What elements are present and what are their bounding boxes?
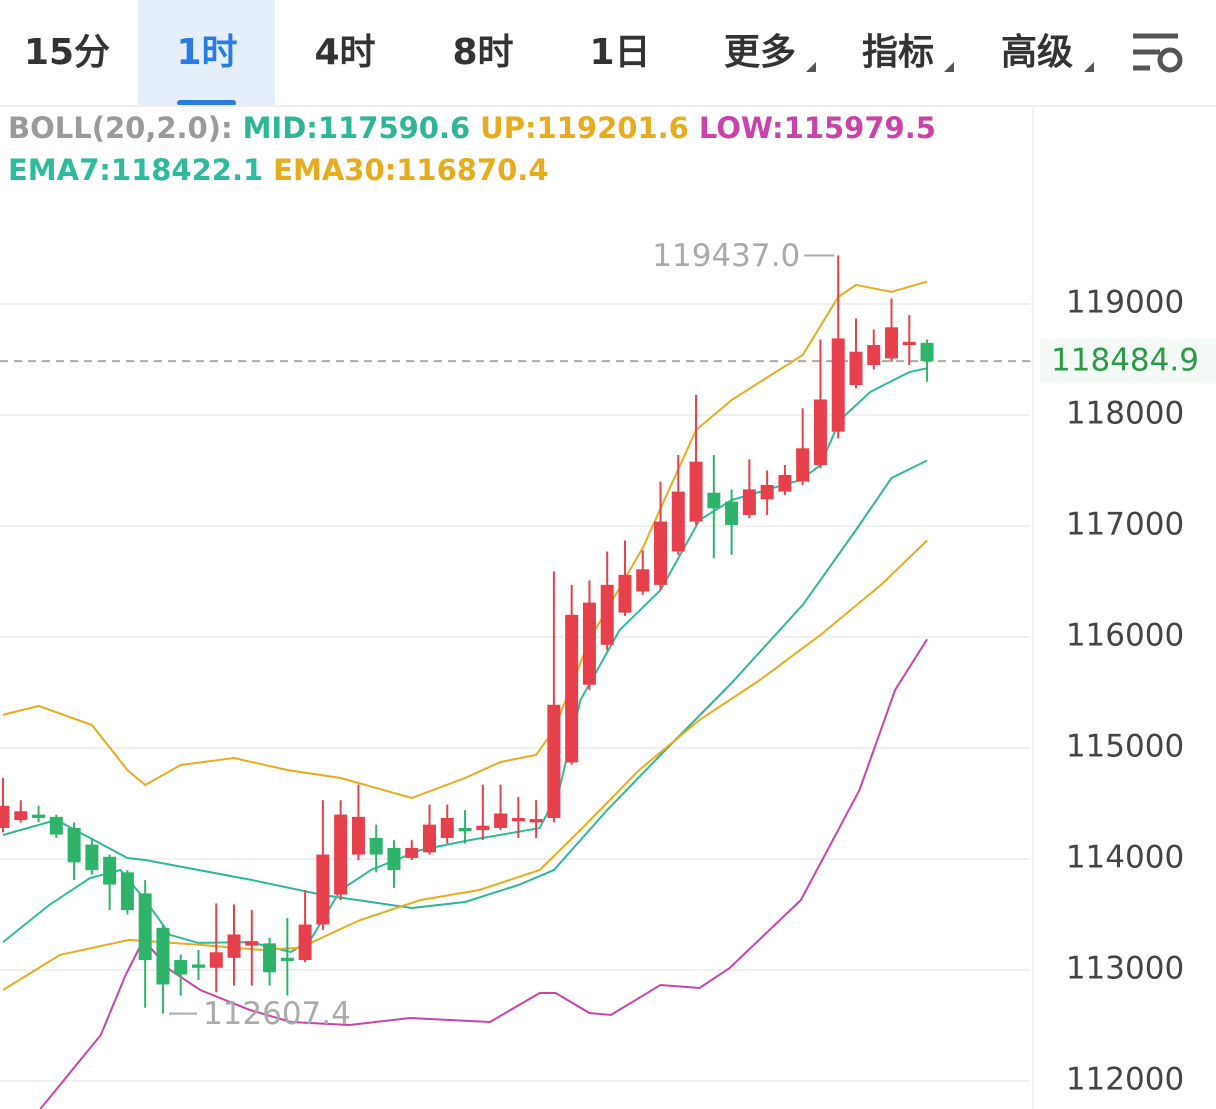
candle-body (334, 814, 348, 895)
legend: EMA7:118422.1 EMA30:116870.4 (8, 153, 549, 187)
legend-value: 116870.4 (396, 153, 548, 187)
candle-body (547, 704, 561, 818)
candle-body (458, 827, 472, 832)
candle-body (156, 927, 170, 985)
candle-body (209, 952, 223, 968)
candle-body (49, 816, 63, 835)
indicator-line (2, 367, 928, 954)
candle-body (263, 943, 277, 973)
legend-value: 119201.6 (537, 111, 689, 145)
candle-body (618, 574, 632, 613)
active-tab-underline (177, 100, 236, 106)
min-marker-label: 112607.4 (203, 996, 351, 1032)
candle-body (14, 811, 28, 821)
legend-name: LOW: (699, 111, 784, 145)
legend-name: EMA7: (8, 153, 111, 187)
y-tick-label: 115000 (1066, 729, 1184, 765)
candle-body (67, 827, 81, 863)
candle-body (529, 819, 543, 823)
indicator-line (39, 638, 928, 1109)
indicator-line (2, 459, 928, 910)
candle-body (494, 813, 508, 828)
candle-body (778, 474, 792, 492)
max-marker-label: 119437.0 (652, 238, 800, 274)
candle-body (707, 492, 721, 509)
indicator-label: BOLL(20,2.0): (8, 111, 233, 145)
y-tick-label: 118000 (1066, 396, 1184, 432)
candle-body (920, 342, 934, 362)
settings-icon[interactable] (1133, 33, 1183, 73)
candle-body (671, 491, 685, 552)
candle-body (760, 484, 774, 500)
candle-body (103, 856, 117, 885)
candle-body (191, 964, 205, 968)
legend-name: UP: (480, 111, 536, 145)
candle-body (742, 489, 756, 515)
y-tick-label: 116000 (1066, 618, 1184, 654)
candle-body (885, 327, 899, 359)
legend-name: MID: (243, 111, 318, 145)
legend-value: 115979.5 (784, 111, 936, 145)
candle-body (654, 521, 668, 585)
candle-body (387, 847, 401, 871)
candle-body (351, 816, 365, 855)
active-tab-bg (138, 0, 275, 105)
tab[interactable]: 4时 (314, 32, 375, 73)
tab[interactable]: 15分 (24, 32, 110, 73)
candle-body (245, 941, 259, 946)
y-tick-label: 112000 (1066, 1062, 1184, 1098)
indicator-line (2, 539, 928, 991)
y-tick-label: 117000 (1066, 507, 1184, 543)
candle-body (227, 934, 241, 958)
candle-body (120, 872, 134, 911)
tab[interactable]: 更多 (724, 32, 796, 73)
candle-body (565, 614, 579, 763)
candle-body (849, 351, 863, 386)
candle-body (582, 602, 596, 685)
tab[interactable]: 1日 (589, 32, 650, 73)
candle-body (600, 584, 614, 645)
last-price-bg (1040, 339, 1216, 384)
candle-body (796, 448, 810, 482)
candle-body (369, 837, 383, 855)
tab[interactable]: 指标 (862, 32, 934, 73)
candle-body (636, 569, 650, 592)
y-tick-label: 119000 (1066, 285, 1184, 321)
legend: BOLL(20,2.0): MID:117590.6 UP:119201.6 LOW:… (8, 111, 936, 145)
candle-body (511, 817, 525, 822)
tab[interactable]: 高级 (1001, 32, 1073, 73)
candle-body (85, 844, 99, 871)
y-tick-label: 113000 (1066, 951, 1184, 987)
candle-body (813, 399, 827, 465)
candle-body (423, 824, 437, 853)
candle-body (476, 825, 490, 831)
candle-body (138, 893, 152, 961)
candle-body (0, 805, 10, 828)
candle-body (32, 814, 46, 818)
candle-body (689, 461, 703, 522)
candle-body (902, 341, 916, 346)
candle-body (280, 957, 294, 962)
dropdown-arrows (806, 62, 1094, 72)
candle-body (298, 924, 312, 961)
candle-body (867, 345, 881, 366)
legend-value: 118422.1 (111, 153, 263, 187)
legend-name: EMA30: (273, 153, 396, 187)
candle-body (316, 854, 330, 925)
last-price-label: 118484.9 (1051, 343, 1199, 379)
indicator-line (2, 280, 928, 800)
candle-body (440, 817, 454, 838)
candle-body (725, 501, 739, 525)
tab[interactable]: 8时 (452, 32, 513, 73)
tab[interactable]: 1时 (176, 32, 237, 73)
candle-body (405, 847, 419, 858)
candle-body (831, 338, 845, 432)
y-tick-label: 114000 (1066, 840, 1184, 876)
candle-body (174, 960, 188, 975)
legend-value: 117590.6 (318, 111, 470, 145)
